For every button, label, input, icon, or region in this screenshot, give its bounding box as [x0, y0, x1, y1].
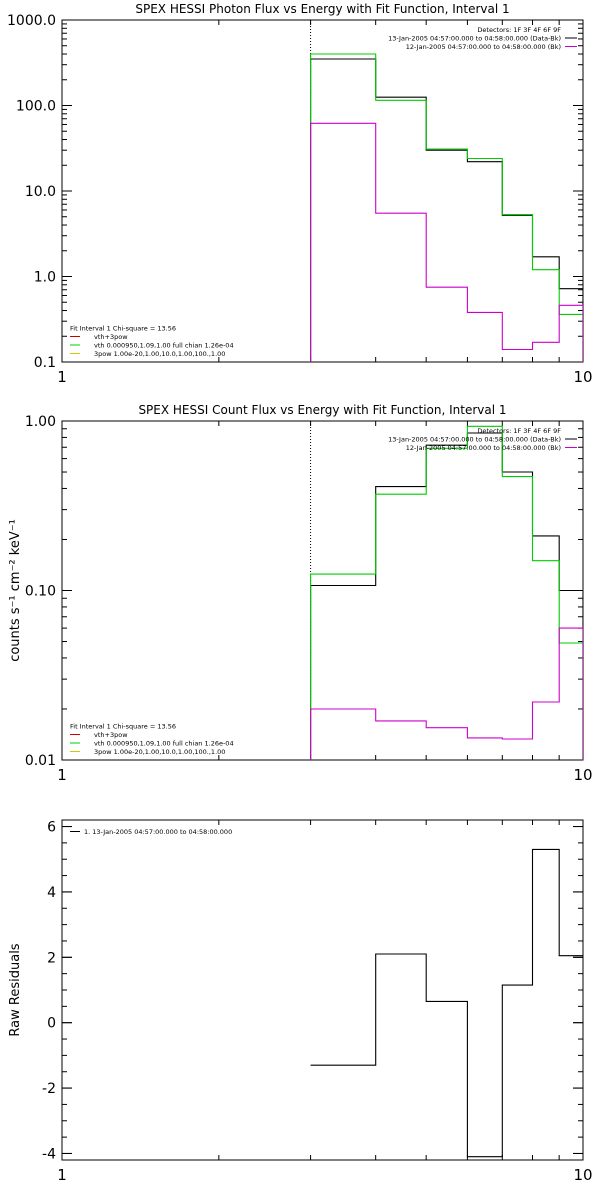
y-tick-label: 100.0	[16, 99, 56, 115]
legend-entry: vth+3pow	[94, 731, 128, 739]
chart-title: SPEX HESSI Photon Flux vs Energy with Fi…	[135, 2, 509, 16]
legend-entry: Fit Interval 1 Chi-square = 13.56	[70, 723, 176, 731]
x-tick-label: 1	[57, 368, 67, 386]
series-line	[310, 425, 583, 760]
y-tick-label: 1.00	[25, 414, 56, 430]
legend-entry: 3pow 1.00e-20,1.00,10.0,1.00,100.,1.00	[94, 350, 225, 358]
series-line	[310, 58, 583, 362]
data-layer	[310, 848, 583, 1158]
y-tick-label: 4	[47, 885, 56, 901]
legend-bl: Fit Interval 1 Chi-square = 13.56vth+3po…	[70, 723, 234, 756]
plot-frame	[61, 19, 584, 363]
x-tick-label: 10	[573, 1166, 592, 1184]
y-tick-label: 0	[47, 1016, 56, 1032]
legend-entry: 13-Jan-2005 04:57:00.000 to 04:58:00.000…	[388, 35, 561, 43]
y-tick-label: 10.0	[25, 184, 56, 200]
chart-panel: Raw Residuals 1 10 -4 -2 0 2 4 6 1. 13-Jan-2005 0…	[8, 819, 593, 1184]
y-tick-label: -2	[42, 1081, 56, 1097]
legend-entry: 13-Jan-2005 04:57:00.000 to 04:58:00.000…	[388, 436, 561, 444]
legend-entry: Detectors: 1F 3F 4F 6F 9F	[477, 427, 561, 435]
series-line	[310, 53, 583, 362]
y-tick-label: 0.10	[25, 584, 56, 600]
legend-entry: 1. 13-Jan-2005 04:57:00.000 to 04:58:00.…	[84, 828, 232, 836]
chart-panel: SPEX HESSI Photon Flux vs Energy with Fi…	[7, 2, 593, 386]
legend-entry: Detectors: 1F 3F 4F 6F 9F	[477, 26, 561, 34]
legend-entry: vth 0.000950,1.09,1.00 full chian 1.26e-…	[94, 342, 234, 350]
x-tick-label: 1	[57, 766, 67, 784]
data-layer	[310, 425, 583, 760]
series-line	[310, 432, 583, 760]
y-tick-label: 1000.0	[7, 13, 56, 29]
y-tick-label: 6	[47, 820, 56, 836]
legend-tl: 1. 13-Jan-2005 04:57:00.000 to 04:58:00.…	[70, 828, 232, 836]
y-tick-label: 0.1	[34, 355, 56, 371]
legend-bl: Fit Interval 1 Chi-square = 13.56vth+3po…	[70, 325, 234, 358]
legend-entry: 12-Jan-2005 04:57:00.000 to 04:58:00.000…	[406, 43, 561, 51]
x-tick-label: 10	[573, 368, 592, 386]
legend-entry: vth 0.000950,1.09,1.00 full chian 1.26e-…	[94, 740, 234, 748]
series-line	[310, 848, 583, 1158]
y-tick-label: 1.0	[34, 270, 56, 286]
chart-panel: SPEX HESSI Count Flux vs Energy with Fit…	[8, 403, 593, 784]
y-axis-label: counts s⁻¹ cm⁻² keV⁻¹	[8, 519, 23, 662]
chart-title: SPEX HESSI Count Flux vs Energy with Fit…	[138, 403, 506, 417]
data-layer	[310, 53, 583, 362]
y-axis-label: Raw Residuals	[8, 943, 23, 1036]
x-tick-label: 10	[573, 766, 592, 784]
y-tick-label: -4	[42, 1146, 56, 1162]
series-line	[310, 122, 583, 362]
y-tick-label: 0.01	[25, 753, 56, 769]
legend-entry: vth+3pow	[94, 333, 128, 341]
x-tick-label: 1	[57, 1166, 67, 1184]
legend-entry: Fit Interval 1 Chi-square = 13.56	[70, 325, 176, 333]
legend-entry: 12-Jan-2005 04:57:00.000 to 04:58:00.000…	[406, 444, 561, 452]
plot-frame	[61, 819, 584, 1161]
legend-entry: 3pow 1.00e-20,1.00,10.0,1.00,100.,1.00	[94, 748, 225, 756]
y-tick-label: 2	[47, 950, 56, 966]
series-line	[310, 627, 583, 760]
